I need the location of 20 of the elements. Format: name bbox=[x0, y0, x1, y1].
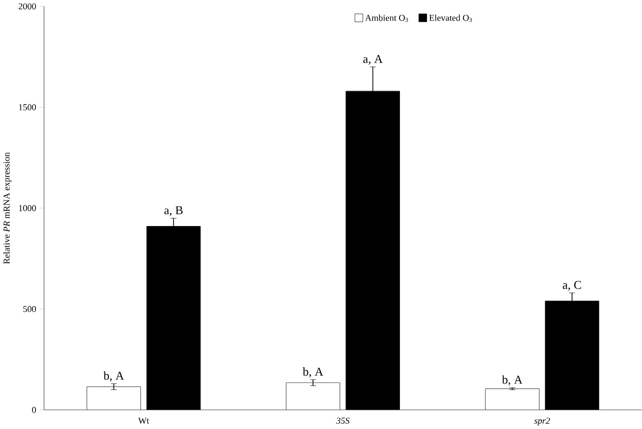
y-tick-label: 1500 bbox=[19, 104, 36, 110]
legend-label: Ambient O$_{3}$ bbox=[365, 14, 408, 22]
x-tick-label: 35S bbox=[336, 418, 350, 424]
y-tick-label: 1000 bbox=[19, 205, 36, 212]
y-tick-label: 0 bbox=[32, 406, 36, 414]
bar bbox=[86, 386, 141, 410]
bar bbox=[286, 382, 340, 410]
bar bbox=[485, 388, 540, 410]
annotation: b, A bbox=[302, 367, 324, 378]
y-tick-label: 500 bbox=[23, 306, 36, 312]
x-tick-label: Wt bbox=[138, 418, 150, 424]
annotation: b, A bbox=[103, 371, 124, 382]
annotation: a, C bbox=[562, 280, 582, 291]
annotation: b, A bbox=[502, 375, 522, 386]
annotation: a, A bbox=[363, 55, 383, 65]
annotation: a, B bbox=[164, 206, 183, 216]
legend-label: Elevated O$_{3}$ bbox=[429, 14, 472, 22]
x-tick-label: spr2 bbox=[534, 418, 550, 426]
y-axis-title: Relative PR mRNA expression bbox=[3, 152, 12, 264]
y-tick-label: 2000 bbox=[18, 3, 36, 10]
